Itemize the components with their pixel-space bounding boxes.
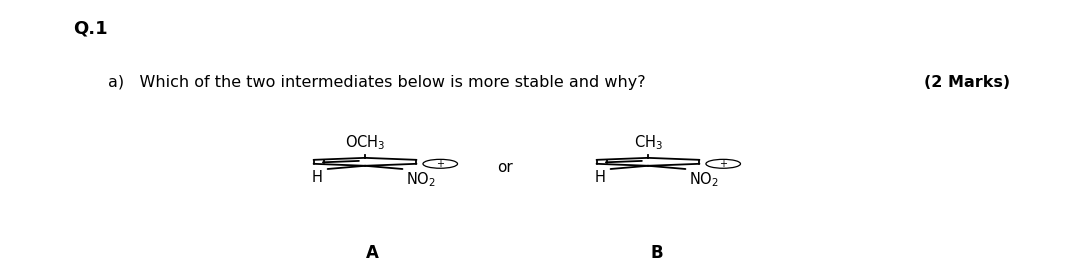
Text: A: A	[366, 244, 379, 262]
Text: H: H	[311, 170, 322, 185]
Text: +: +	[719, 159, 727, 169]
Text: CH$_3$: CH$_3$	[634, 134, 662, 152]
Text: +: +	[436, 159, 444, 169]
Text: H: H	[594, 170, 605, 185]
Text: Q.1: Q.1	[73, 20, 108, 38]
Text: B: B	[650, 244, 663, 262]
Text: OCH$_3$: OCH$_3$	[345, 134, 386, 152]
Text: (2 Marks): (2 Marks)	[923, 75, 1010, 90]
Text: NO$_2$: NO$_2$	[406, 170, 435, 189]
Text: NO$_2$: NO$_2$	[689, 170, 718, 189]
Text: or: or	[498, 160, 513, 175]
Text: a)   Which of the two intermediates below is more stable and why?: a) Which of the two intermediates below …	[108, 75, 646, 90]
